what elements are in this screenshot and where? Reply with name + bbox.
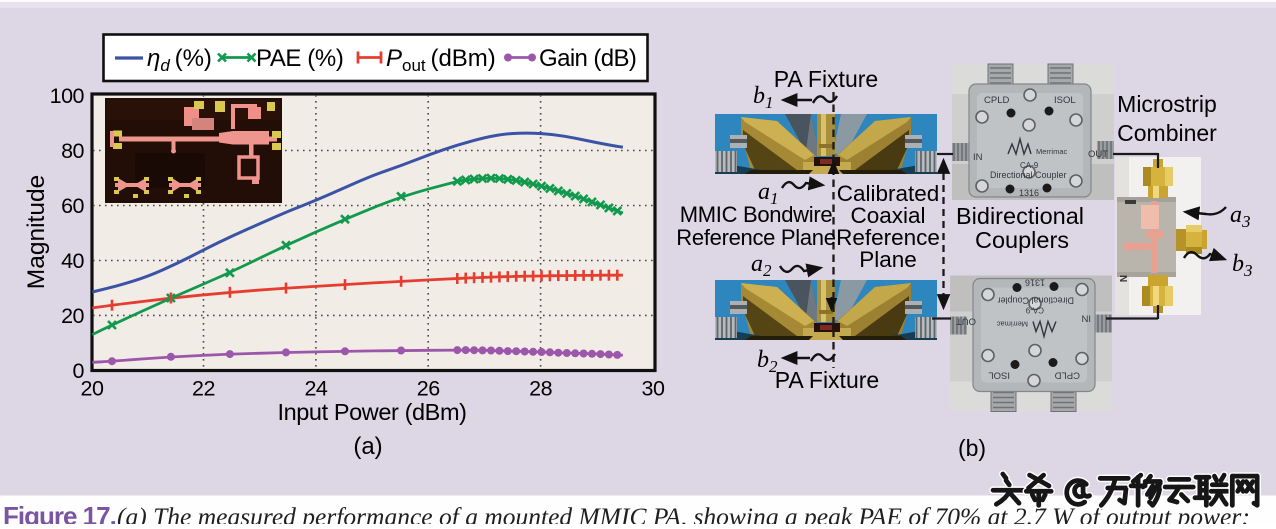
svg-text:26: 26 (417, 377, 440, 401)
svg-text:Gain (dB): Gain (dB) (539, 45, 636, 72)
svg-text:Reference Plane: Reference Plane (676, 225, 835, 250)
svg-text:PA Fixture: PA Fixture (775, 367, 879, 393)
svg-text:Combiner: Combiner (1117, 120, 1217, 146)
svg-text:ηd (%): ηd (%) (147, 45, 212, 75)
svg-text:(a): (a) (353, 433, 382, 460)
svg-text:22: 22 (192, 377, 215, 401)
svg-text:Coaxial: Coaxial (850, 203, 925, 228)
svg-text:Input Power (dBm): Input Power (dBm) (277, 399, 466, 425)
svg-text:80: 80 (61, 139, 84, 163)
svg-text:Bidirectional: Bidirectional (956, 203, 1084, 229)
svg-text:PAE (%): PAE (%) (256, 45, 343, 72)
svg-text:Plane: Plane (859, 247, 917, 272)
svg-text:30: 30 (642, 377, 665, 401)
svg-text:Magnitude: Magnitude (23, 175, 50, 289)
svg-text:PA Fixture: PA Fixture (774, 66, 878, 92)
svg-text:60: 60 (61, 194, 84, 218)
svg-text:(b): (b) (958, 435, 986, 461)
svg-text:28: 28 (529, 377, 552, 401)
svg-text:40: 40 (61, 249, 84, 273)
svg-text:0: 0 (73, 359, 85, 383)
svg-text:24: 24 (304, 377, 327, 401)
svg-text:N: N (1117, 275, 1128, 282)
svg-text:Figure 17.: Figure 17. (3, 501, 116, 524)
svg-text:Reference: Reference (836, 225, 940, 250)
svg-text:Calibrated: Calibrated (837, 181, 940, 206)
svg-text:Pout (dBm): Pout (dBm) (386, 45, 496, 75)
svg-text:20: 20 (61, 304, 84, 328)
svg-text:MMIC Bondwire: MMIC Bondwire (680, 202, 833, 227)
svg-text:100: 100 (50, 84, 85, 108)
svg-text:Microstrip: Microstrip (1117, 91, 1217, 117)
svg-text:Couplers: Couplers (975, 227, 1069, 253)
svg-text:20: 20 (81, 377, 104, 401)
